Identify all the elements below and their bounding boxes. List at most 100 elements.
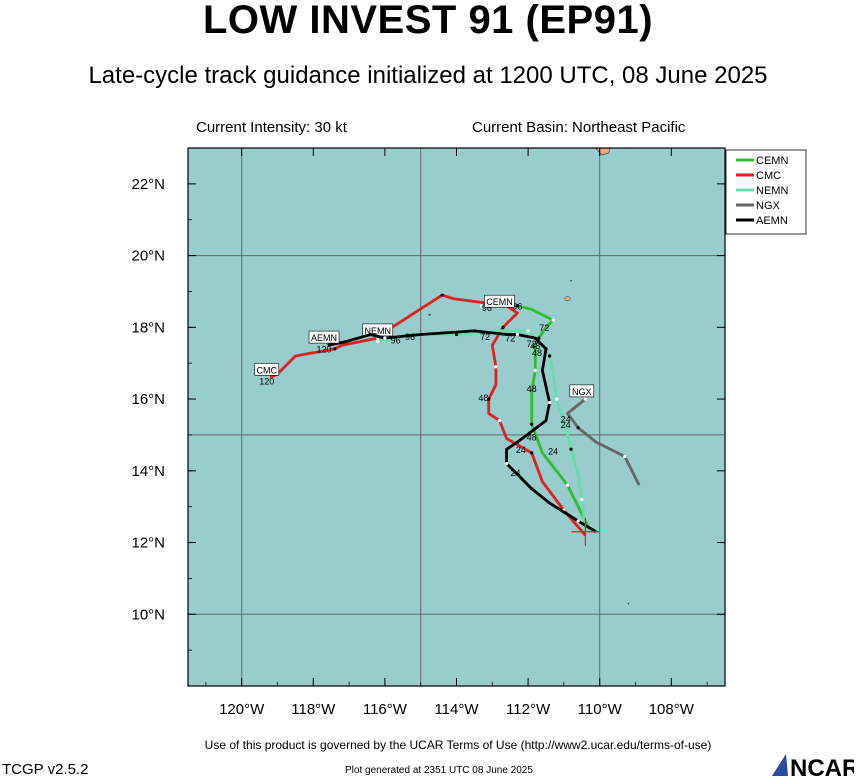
y-tick-label: 16°N bbox=[131, 391, 165, 408]
y-tick-label: 12°N bbox=[131, 535, 165, 552]
end-label-box-aemn bbox=[308, 330, 340, 344]
track-point-ngx bbox=[583, 397, 587, 401]
track-line-aemn bbox=[327, 329, 597, 533]
track-point-nemn bbox=[376, 340, 380, 344]
x-tick-label: 112°W bbox=[506, 701, 551, 718]
track-hour-label-cemn: 48 bbox=[527, 384, 537, 394]
track-point-nemn bbox=[454, 332, 459, 337]
ncar-logo-text: NCAR bbox=[790, 755, 854, 780]
track-line-nemn bbox=[377, 329, 587, 529]
track-hour-label-aemn: 48 bbox=[527, 432, 537, 442]
legend-label-aemn: AEMN bbox=[756, 215, 788, 227]
x-tick-label: 114°W bbox=[434, 701, 479, 718]
end-label-box-cmc bbox=[254, 363, 280, 376]
terms-of-use: Use of this product is governed by the U… bbox=[204, 738, 712, 752]
y-tick-label: 18°N bbox=[131, 319, 165, 336]
current-basin: Current Basin: Northeast Pacific bbox=[472, 119, 686, 136]
x-tick-label: 108°W bbox=[649, 701, 695, 718]
y-tick-label: 10°N bbox=[131, 606, 165, 623]
track-point-cemn bbox=[530, 422, 534, 426]
track-point-cmc bbox=[440, 293, 444, 297]
track-point-cemn bbox=[533, 368, 537, 372]
track-line-ngx bbox=[566, 398, 641, 486]
plot-generated-label: Plot generated at 2351 UTC 08 June 2025 bbox=[345, 765, 533, 776]
track-point-aemn bbox=[472, 329, 476, 333]
map-axes: 120°W 118°W 116°W 114°W 112°W 110°W 108°W 22°N 2… bbox=[131, 147, 726, 718]
track-hour-label-aemn: 48 bbox=[530, 341, 540, 351]
track-point-cmc bbox=[530, 451, 534, 455]
track-point-cmc bbox=[487, 397, 491, 401]
end-label-cmc: CMC bbox=[257, 365, 278, 375]
end-label-box-cemn bbox=[484, 294, 515, 308]
track-hour-label-ngx: 24 bbox=[561, 414, 571, 424]
track-point-aemn bbox=[343, 340, 348, 344]
track-point-aemn bbox=[576, 519, 580, 523]
x-tick-label: 116°W bbox=[363, 701, 408, 718]
track-hour-label-aemn: 72 bbox=[480, 332, 490, 342]
track-point-aemn bbox=[515, 332, 519, 337]
end-label-cemn: CEMN bbox=[486, 297, 513, 307]
y-tick-label: 22°N bbox=[131, 176, 165, 193]
track-point-cemn bbox=[515, 304, 519, 308]
end-label-nemn: NEMN bbox=[364, 326, 391, 336]
track-hour-label-nemn: 24 bbox=[561, 420, 571, 430]
track-hour-label-nemn: 48 bbox=[532, 348, 542, 358]
track-point-cmc bbox=[333, 347, 337, 351]
ocean bbox=[188, 148, 725, 686]
track-point-cemn bbox=[479, 304, 484, 308]
island-clipperton bbox=[627, 602, 630, 605]
track-point-nemn bbox=[547, 354, 552, 358]
track-point-aemn bbox=[515, 440, 519, 444]
legend-label-cemn: CEMN bbox=[756, 155, 788, 167]
ncar-logo: NCAR bbox=[772, 754, 854, 780]
track-point-aemn bbox=[530, 487, 534, 491]
track-hour-label-cmc: 120 bbox=[259, 377, 274, 387]
track-point-cemn bbox=[565, 483, 570, 487]
end-label-box-ngx bbox=[569, 384, 595, 398]
version-label: TCGP v2.5.2 bbox=[2, 761, 89, 778]
y-tick-label: 14°N bbox=[131, 463, 165, 480]
track-point-aemn bbox=[547, 401, 552, 405]
track-point-ngx bbox=[576, 426, 580, 430]
track-hour-label-aemn: 96 bbox=[482, 303, 492, 313]
chart-title: LOW INVEST 91 (EP91) bbox=[202, 0, 654, 42]
track-point-nemn bbox=[580, 497, 584, 502]
track-hour-label-aemn: 24 bbox=[516, 445, 526, 455]
current-intensity: Current Intensity: 30 kt bbox=[196, 119, 347, 136]
track-point-ngx bbox=[623, 454, 627, 459]
end-label-ngx: NGX bbox=[572, 387, 592, 397]
chart-subtitle: Late-cycle track guidance initialized at… bbox=[88, 62, 768, 89]
track-point-aemn bbox=[505, 462, 509, 466]
end-label-aemn: AEMN bbox=[311, 333, 337, 343]
track-hour-label-cemn: 96 bbox=[512, 301, 522, 311]
track-point-cmc bbox=[501, 325, 505, 329]
legend-label-nemn: NEMN bbox=[756, 185, 788, 197]
track-point-nemn bbox=[569, 447, 573, 451]
track-point-cmc bbox=[494, 365, 498, 369]
legend-label-ngx: NGX bbox=[756, 200, 781, 212]
track-hour-label-nemn: 72 bbox=[505, 334, 515, 344]
track-point-nemn bbox=[526, 329, 530, 333]
track-point-aemn bbox=[383, 336, 387, 340]
track-hour-label-aemn: 96 bbox=[405, 332, 415, 342]
track-hour-label-nemn: 96 bbox=[391, 335, 401, 345]
track-hour-label-aemn: 120 bbox=[317, 344, 332, 354]
x-tick-label: 110°W bbox=[578, 701, 623, 718]
track-hour-label-aemn: 72 bbox=[527, 339, 537, 349]
track-hour-label-cemn: 72 bbox=[539, 323, 549, 333]
legend-label-cmc: CMC bbox=[756, 170, 781, 182]
island-san-benedicto bbox=[570, 279, 572, 282]
legend: CEMN CMC NEMN NGX AEMN bbox=[725, 149, 807, 235]
x-tick-label: 120°W bbox=[219, 701, 265, 718]
track-hour-label-aemn: 24 bbox=[511, 468, 521, 478]
track-point-cemn bbox=[551, 318, 555, 322]
x-tick-label: 118°W bbox=[291, 701, 336, 718]
ncar-logo-mark bbox=[772, 754, 788, 776]
track-hour-label-cemn: 24 bbox=[548, 447, 558, 457]
track-hour-label-cmc: 48 bbox=[478, 393, 488, 403]
map-plot-area: 2448729648120CMC24487296NEMN24NGX2424484… bbox=[188, 147, 725, 686]
island-socorro bbox=[564, 296, 571, 301]
track-point-nemn bbox=[555, 397, 559, 401]
track-point-cmc bbox=[497, 418, 502, 423]
